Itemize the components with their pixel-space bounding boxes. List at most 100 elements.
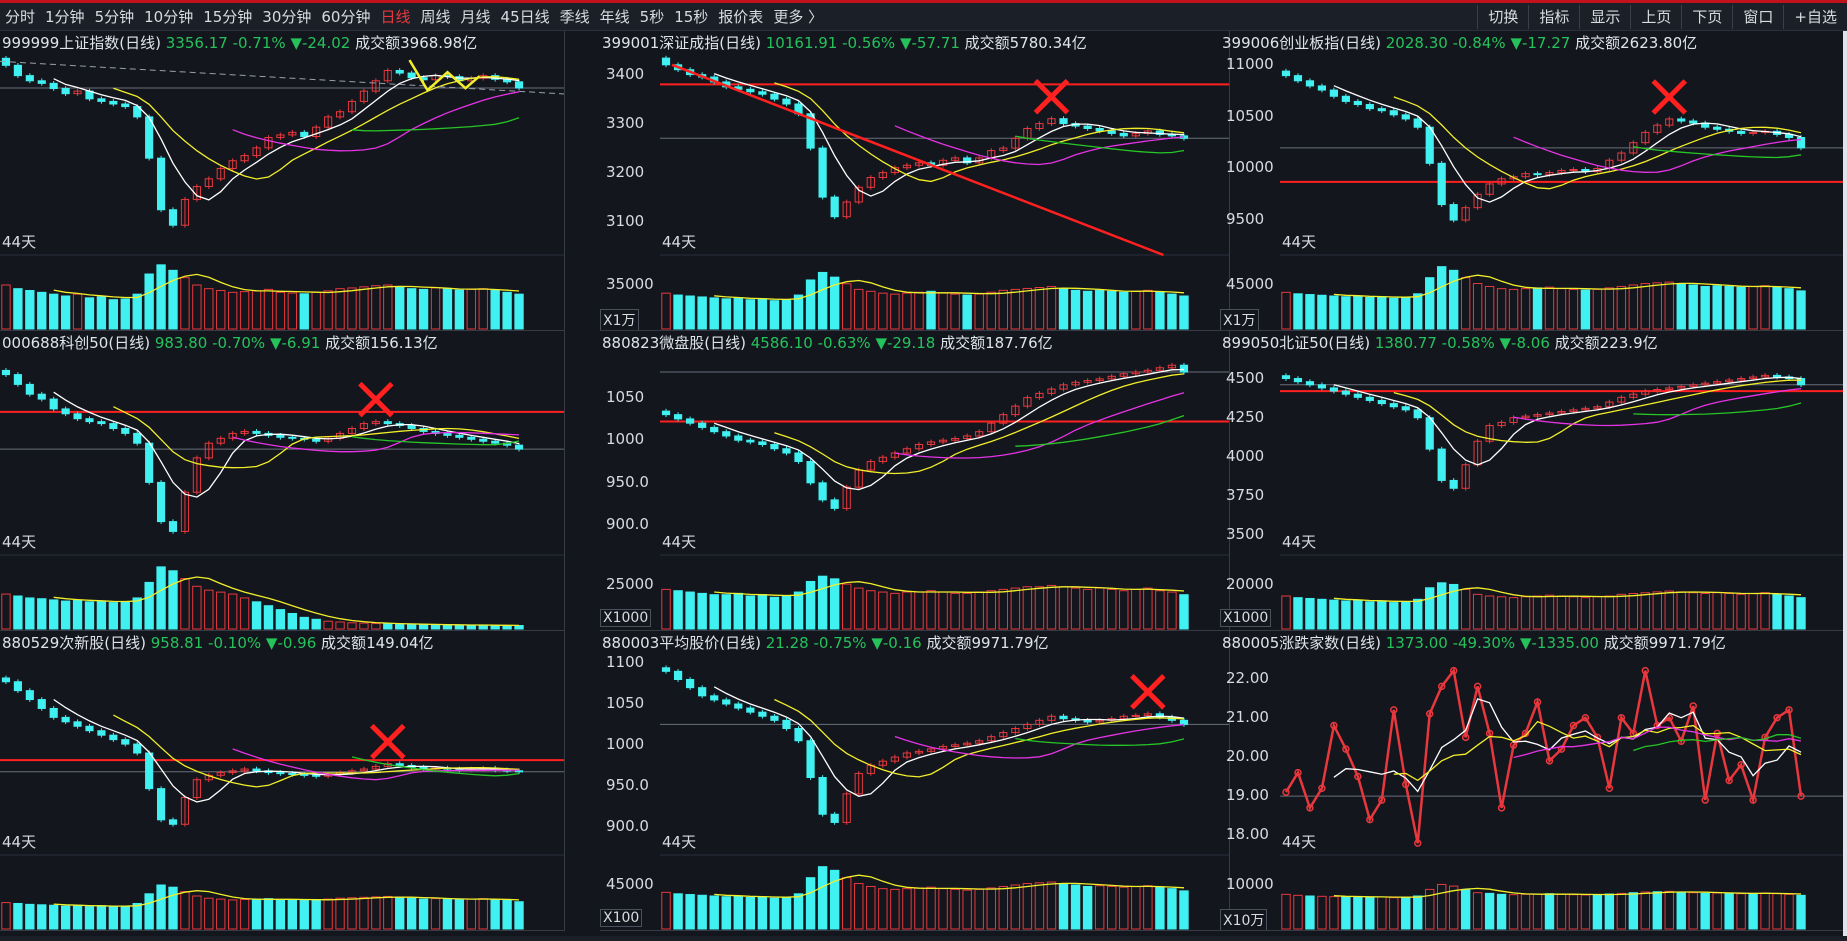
candle-body — [878, 760, 887, 766]
period-tab-13[interactable]: 5秒 — [639, 8, 665, 26]
volume-scale-label: 20000 — [1226, 575, 1274, 593]
toolbar-button-5[interactable]: 窗口 — [1732, 5, 1783, 29]
volume-bar — [709, 297, 719, 330]
volume-bar — [347, 287, 357, 330]
candle-body — [1796, 137, 1806, 149]
chart-panel-899050[interactable]: 899050北证50(日线) 1380.77 -0.58% ▼-8.06 成交额… — [1220, 331, 1847, 631]
volume-bar — [1556, 288, 1567, 330]
volume-bar — [275, 899, 286, 930]
ma10-line — [1393, 720, 1802, 782]
volume-bar — [1305, 294, 1315, 330]
candle-body — [407, 425, 416, 429]
period-tab-2[interactable]: 5分钟 — [94, 8, 135, 26]
volume-bar — [168, 886, 178, 930]
candle-body — [1143, 369, 1152, 373]
volume-bar — [1736, 893, 1746, 930]
volume-bar — [1460, 888, 1471, 930]
ma10-line — [1393, 379, 1802, 443]
candle-body — [1689, 384, 1698, 387]
period-tab-3[interactable]: 10分钟 — [144, 8, 194, 26]
y-tick-label: 3300 — [606, 113, 645, 132]
volume-bar — [1022, 287, 1033, 330]
candle-body — [168, 521, 178, 532]
chart-panel-880529[interactable]: 880529次新股(日线) 958.81 -0.10% ▼-0.96 成交额14… — [0, 631, 565, 931]
chart-svg — [0, 55, 564, 330]
volume-bar — [854, 883, 864, 930]
candle-body — [999, 147, 1008, 152]
candle-body — [1011, 405, 1020, 416]
period-tab-14[interactable]: 15秒 — [674, 8, 709, 26]
candle-body — [252, 768, 261, 772]
candle-body — [514, 770, 524, 773]
candle-body — [975, 431, 984, 437]
period-tab-0[interactable]: 分时 — [5, 8, 36, 26]
volume-bar — [1131, 588, 1141, 630]
panel-change: ▼-57.71 — [899, 34, 960, 52]
volume-bar — [287, 899, 298, 930]
ma20-line — [1513, 136, 1802, 173]
period-tab-1[interactable]: 1分钟 — [45, 8, 85, 26]
period-tab-11[interactable]: 季线 — [559, 8, 590, 26]
period-tab-4[interactable]: 15分钟 — [203, 8, 253, 26]
volume-bar — [1167, 888, 1177, 930]
chart-panel-999999[interactable]: 999999上证指数(日线) 3356.17 -0.71% ▼-24.02 成交… — [0, 31, 565, 331]
chart-panel-880005[interactable]: 880005涨跌家数(日线) 1373.00 -49.30% ▼-1335.00… — [1220, 631, 1847, 931]
breadth-point — [1665, 713, 1674, 722]
volume-bar — [962, 592, 972, 630]
chart-panel-880823[interactable]: 880823微盘股(日线) 4586.10 -0.63% ▼-29.18 成交额… — [600, 331, 1230, 631]
y-tick-label: 22.00 — [1226, 668, 1269, 687]
period-tab-6[interactable]: 60分钟 — [321, 8, 371, 26]
toolbar-button-4[interactable]: 下页 — [1681, 5, 1732, 29]
volume-bar — [1472, 283, 1483, 330]
toolbar-button-3[interactable]: 上页 — [1630, 5, 1681, 29]
ma30-line — [351, 117, 520, 132]
volume-bar — [1688, 892, 1698, 930]
period-tab-5[interactable]: 30分钟 — [262, 8, 312, 26]
panel-amount-label: 成交额 — [1554, 334, 1600, 352]
candle-body — [491, 440, 500, 444]
period-tab-10[interactable]: 45日线 — [500, 8, 550, 26]
breadth-point — [1689, 702, 1697, 710]
candle-body — [951, 438, 960, 441]
toolbar-button-2[interactable]: 显示 — [1579, 5, 1630, 29]
candle-body — [1641, 390, 1650, 395]
toolbar-button-0[interactable]: 切换 — [1477, 5, 1528, 29]
days-label: 44天 — [1282, 833, 1317, 851]
chart-panel-399001[interactable]: 399001深证成指(日线) 10161.91 -0.56% ▼-57.71 成… — [600, 31, 1230, 331]
bottom-scrollbar[interactable] — [0, 936, 1847, 941]
toolbar-button-6[interactable]: +自选 — [1783, 5, 1847, 29]
volume-bar — [661, 891, 671, 930]
candle-body — [264, 137, 273, 149]
candle-body — [1083, 380, 1092, 383]
volume-bar — [926, 290, 936, 330]
candle-body — [1557, 170, 1566, 174]
volume-bar — [745, 299, 756, 330]
period-tab-12[interactable]: 年线 — [599, 8, 630, 26]
period-tab-15[interactable]: 报价表 — [718, 8, 764, 26]
volume-bar — [1760, 592, 1770, 630]
candle-body — [1617, 396, 1626, 403]
chart-panel-399006[interactable]: 399006创业板指(日线) 2028.30 -0.84% ▼-17.27 成交… — [1220, 31, 1847, 331]
period-tab-8[interactable]: 周线 — [420, 8, 451, 26]
volume-bar — [1281, 291, 1291, 330]
candle-body — [1035, 392, 1044, 399]
period-tab-9[interactable]: 月线 — [460, 8, 491, 26]
dashed-trendline — [0, 60, 564, 95]
chart-panel-000688[interactable]: 000688科创50(日线) 983.80 -0.70% ▼-6.91 成交额1… — [0, 331, 565, 631]
volume-bar — [60, 295, 71, 330]
volume-bar — [347, 622, 357, 630]
panel-header: 399006创业板指(日线) 2028.30 -0.84% ▼-17.27 成交… — [1222, 32, 1697, 53]
volume-bar — [1329, 295, 1339, 330]
chart-svg — [0, 675, 564, 930]
toolbar-button-1[interactable]: 指标 — [1528, 5, 1579, 29]
volume-bar — [502, 899, 512, 930]
ma30-line — [1633, 146, 1802, 159]
candle-body — [288, 772, 297, 775]
ma10-line — [774, 82, 1185, 183]
volume-unit-label: X1万 — [1220, 309, 1259, 330]
period-tab-16[interactable]: 更多 〉 — [773, 8, 824, 26]
chart-panel-880003[interactable]: 880003平均股价(日线) 21.28 -0.75% ▼-0.16 成交额99… — [600, 631, 1230, 931]
candle-body — [204, 442, 213, 459]
candle-body — [1011, 728, 1020, 734]
period-tab-7[interactable]: 日线 — [380, 8, 411, 26]
